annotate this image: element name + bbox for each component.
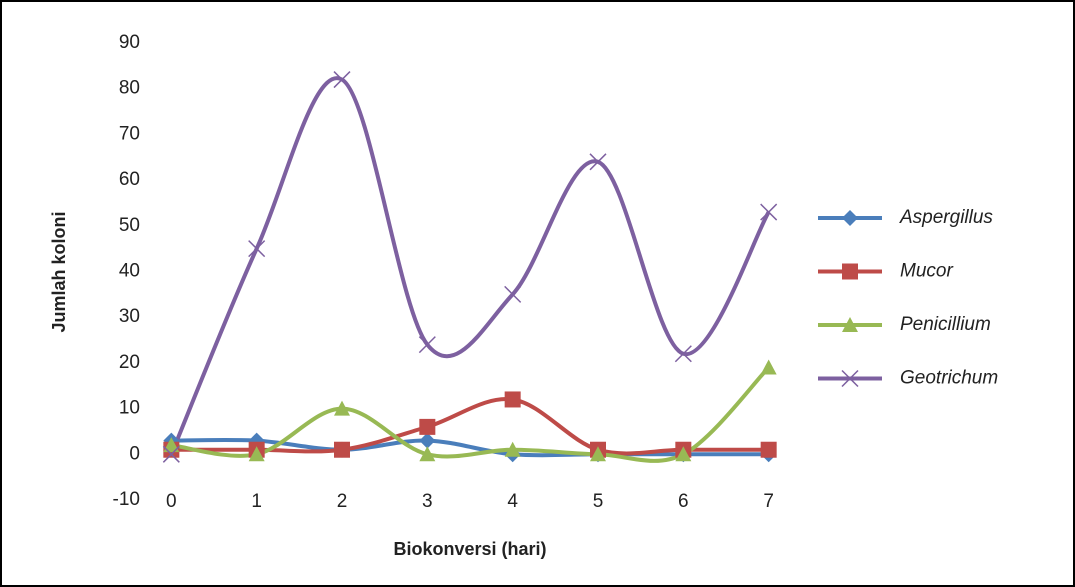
legend-label: Penicillium: [900, 314, 991, 335]
x-tick-label: 6: [678, 491, 689, 512]
marker: [761, 442, 777, 458]
y-tick-label: 70: [119, 123, 140, 144]
chart-border: [1, 1, 1074, 586]
y-tick-label: 10: [119, 398, 140, 419]
marker: [842, 264, 858, 280]
x-tick-label: 3: [422, 491, 433, 512]
marker: [334, 442, 350, 458]
x-tick-label: 0: [166, 491, 177, 512]
y-tick-label: 50: [119, 215, 140, 236]
legend-label: Geotrichum: [900, 368, 998, 389]
chart: Biokonversi (hari) Jumlah koloni -100102…: [0, 0, 1075, 587]
y-tick-label: 20: [119, 352, 140, 373]
legend-label: Aspergillus: [899, 207, 993, 228]
x-tick-label: 7: [763, 491, 774, 512]
y-tick-label: 90: [119, 32, 140, 53]
x-axis-title: Biokonversi (hari): [393, 539, 546, 559]
y-tick-label: 40: [119, 261, 140, 282]
marker: [419, 419, 435, 435]
x-tick-label: 2: [337, 491, 348, 512]
legend-label: Mucor: [900, 261, 953, 282]
marker: [505, 391, 521, 407]
x-tick-label: 4: [507, 491, 518, 512]
y-tick-label: 30: [119, 306, 140, 327]
y-tick-label: 60: [119, 169, 140, 190]
x-tick-label: 5: [593, 491, 604, 512]
y-tick-label: 80: [119, 78, 140, 99]
x-tick-label: 1: [251, 491, 262, 512]
y-axis-title: Jumlah koloni: [49, 211, 69, 332]
y-tick-label: -10: [113, 489, 140, 510]
y-tick-label: 0: [129, 443, 140, 464]
